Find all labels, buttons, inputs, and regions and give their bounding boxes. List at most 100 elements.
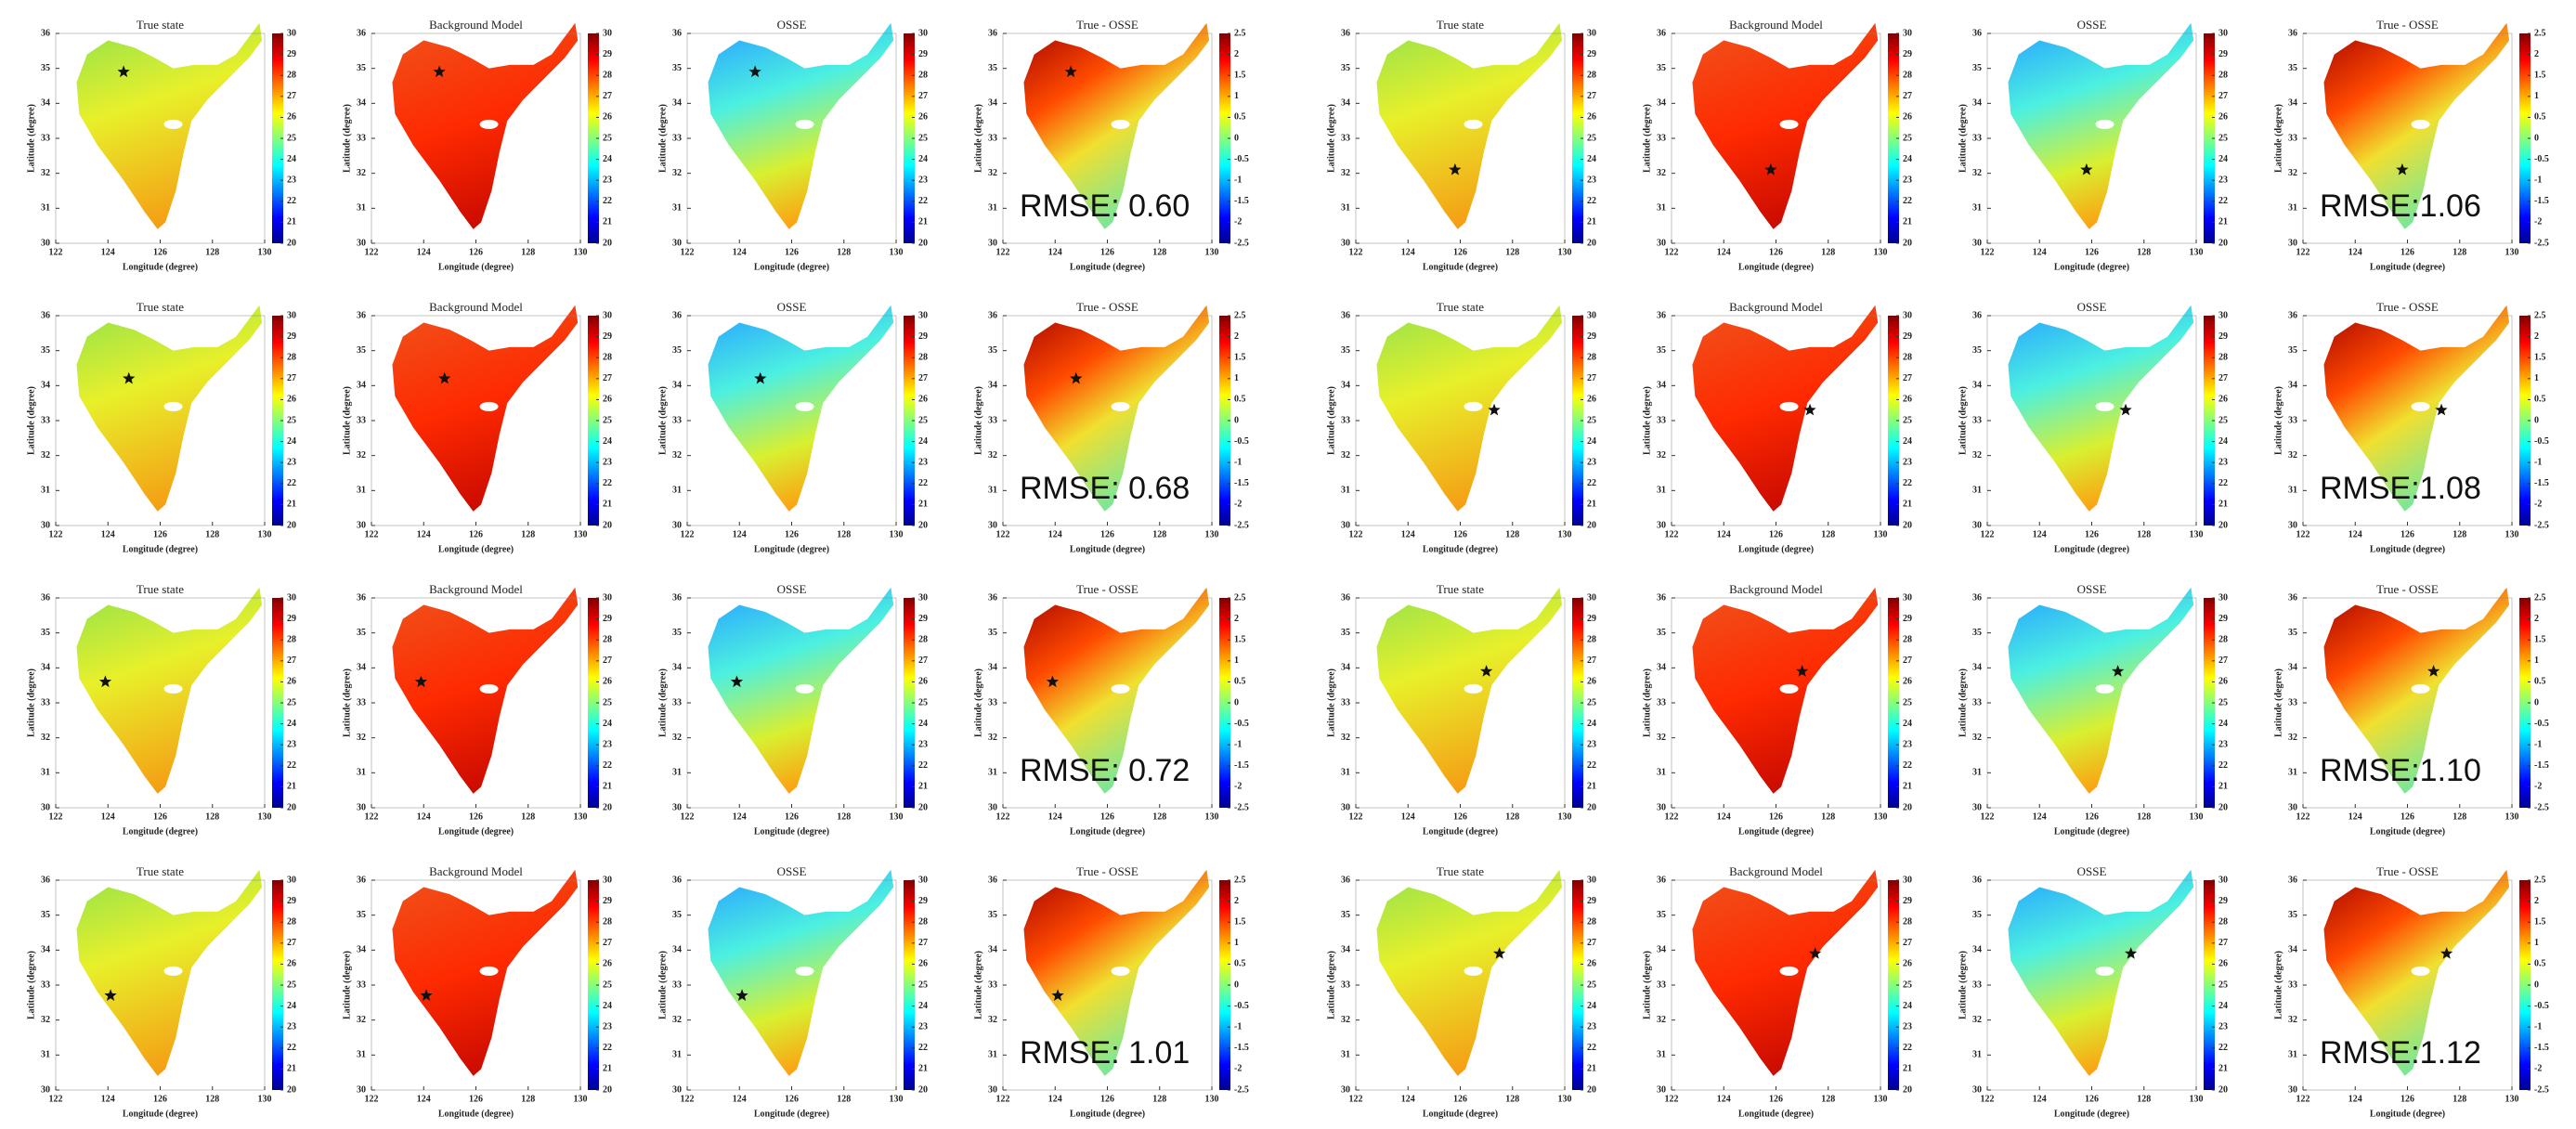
y-tick-label: 35 xyxy=(672,628,682,638)
panel-title: True - OSSE xyxy=(2376,300,2439,314)
x-tick-label: 130 xyxy=(1558,811,1572,822)
panel-title: True - OSSE xyxy=(1076,300,1138,314)
y-tick-label: 32 xyxy=(41,1015,50,1025)
y-tick-label: 30 xyxy=(357,1084,366,1095)
rmse-label: RMSE: 0.68 xyxy=(1020,471,1190,506)
x-tick-label: 130 xyxy=(2190,247,2204,257)
colorbar-tick-label: 27 xyxy=(918,373,928,383)
colorbar-tick-label: 0.5 xyxy=(2534,112,2546,123)
observation-marker xyxy=(104,989,117,1001)
colorbar-tick-label: 28 xyxy=(1587,70,1596,80)
colorbar-tick-label: 29 xyxy=(1903,896,1912,906)
x-tick-label: 128 xyxy=(2452,811,2466,822)
colorbar-tick-label: 29 xyxy=(2218,896,2228,906)
colorbar-tick-label: 24 xyxy=(2218,1001,2228,1011)
colorbar-tick-label: -0.5 xyxy=(1234,1001,1249,1011)
colorbar-tick-label: -0.5 xyxy=(2534,154,2549,164)
island xyxy=(1779,683,1799,694)
colorbar-tick-label: -1 xyxy=(2534,175,2542,185)
colorbar-tick-label: -0.5 xyxy=(2534,1001,2549,1011)
x-tick-label: 126 xyxy=(2085,1094,2099,1104)
x-tick-label: 130 xyxy=(258,811,272,822)
colorbar xyxy=(2204,316,2215,526)
colorbar-tick-label: 20 xyxy=(2218,520,2228,530)
observation-marker xyxy=(2396,162,2409,175)
colorbar-tick-label: 24 xyxy=(1587,1001,1596,1011)
x-tick-label: 126 xyxy=(2085,811,2099,822)
y-tick-label: 33 xyxy=(672,697,682,707)
observation-marker xyxy=(1796,665,1809,677)
colorbar-tick-label: 27 xyxy=(603,373,612,383)
y-tick-label: 35 xyxy=(2288,345,2297,356)
colorbar-tick-label: 0 xyxy=(1234,980,1239,990)
colorbar-tick-label: 23 xyxy=(603,175,612,185)
y-tick-label: 31 xyxy=(1972,1050,1982,1060)
panel-title: Background Model xyxy=(429,864,523,878)
colorbar-tick-label: 29 xyxy=(287,331,296,342)
y-tick-label: 36 xyxy=(672,875,682,885)
x-tick-label: 124 xyxy=(417,811,431,822)
panel-title: True state xyxy=(1437,18,1484,32)
y-axis-label: Latitude (degree) xyxy=(657,104,668,173)
y-tick-label: 33 xyxy=(672,415,682,425)
colorbar-tick-label: 27 xyxy=(287,373,296,383)
y-axis-label: Latitude (degree) xyxy=(1642,386,1652,455)
y-axis-label: Latitude (degree) xyxy=(26,386,36,455)
colorbar-tick-label: -2.5 xyxy=(1234,238,1249,248)
colorbar-tick-label: -2 xyxy=(1234,500,1242,510)
colorbar-tick-label: 26 xyxy=(918,959,928,969)
y-axis-label: Latitude (degree) xyxy=(1326,951,1336,1019)
panel-title: Background Model xyxy=(429,18,523,32)
observation-marker xyxy=(1493,947,1506,959)
x-tick-label: 124 xyxy=(1401,247,1415,257)
y-tick-label: 36 xyxy=(988,310,997,320)
x-tick-label: 122 xyxy=(1349,811,1363,822)
x-tick-label: 130 xyxy=(1558,529,1572,539)
y-tick-label: 35 xyxy=(357,910,366,920)
x-tick-label: 130 xyxy=(1874,811,1888,822)
y-tick-label: 35 xyxy=(1657,63,1666,73)
colorbar-tick-label: 24 xyxy=(1903,719,1912,729)
colorbar-tick-label: 27 xyxy=(1903,655,1912,666)
y-tick-label: 31 xyxy=(672,768,682,778)
x-tick-label: 124 xyxy=(1048,1094,1062,1104)
panel: OSSE 122 124 126 128 130 30 31 32 33 34 35 36 Longitu… xyxy=(1958,864,2228,1119)
y-tick-label: 34 xyxy=(1972,663,1982,673)
panel-title: Background Model xyxy=(1729,300,1823,314)
y-tick-label: 36 xyxy=(41,592,50,603)
colorbar-tick-label: 21 xyxy=(2218,500,2228,510)
panel: True state 122 124 126 128 130 30 31 32 33 34 35 36 L… xyxy=(1326,18,1596,272)
y-tick-label: 32 xyxy=(2288,1015,2297,1025)
colorbar-tick-label: 2 xyxy=(1234,49,1239,59)
x-tick-label: 124 xyxy=(1717,247,1731,257)
observation-marker xyxy=(754,371,767,384)
colorbar-tick-label: 22 xyxy=(918,1043,928,1053)
y-tick-label: 31 xyxy=(1972,768,1982,778)
colorbar-tick-label: 0 xyxy=(1234,133,1239,143)
panel-title: True - OSSE xyxy=(2376,864,2439,878)
colorbar-tick-label: -1.5 xyxy=(2534,196,2549,206)
y-tick-label: 34 xyxy=(1657,381,1666,391)
colorbar-tick-label: 26 xyxy=(287,395,296,405)
x-tick-label: 126 xyxy=(2400,811,2414,822)
colorbar-tick-label: 26 xyxy=(1903,677,1912,687)
island xyxy=(1464,119,1483,129)
colorbar-tick-label: 1.5 xyxy=(2534,916,2546,927)
x-tick-label: 128 xyxy=(205,247,219,257)
y-tick-label: 36 xyxy=(1657,592,1666,603)
y-tick-label: 33 xyxy=(1657,697,1666,707)
y-tick-label: 30 xyxy=(41,520,50,530)
colorbar-tick-label: 21 xyxy=(287,500,296,510)
panel-title: OSSE xyxy=(777,300,807,314)
y-tick-label: 31 xyxy=(1341,486,1350,496)
colorbar-tick-label: 23 xyxy=(918,739,928,749)
y-tick-label: 33 xyxy=(1972,415,1982,425)
panel-title: True - OSSE xyxy=(1076,864,1138,878)
colorbar-tick-label: 1 xyxy=(1234,938,1239,948)
x-tick-label: 124 xyxy=(1401,811,1415,822)
colorbar-tick-label: 29 xyxy=(918,896,928,906)
panel: Background Model 122 124 126 128 130 30 31 32 33 3… xyxy=(342,582,612,837)
panel-title: Background Model xyxy=(1729,582,1823,596)
x-tick-label: 126 xyxy=(1100,529,1114,539)
colorbar-tick-label: -2 xyxy=(2534,500,2542,510)
